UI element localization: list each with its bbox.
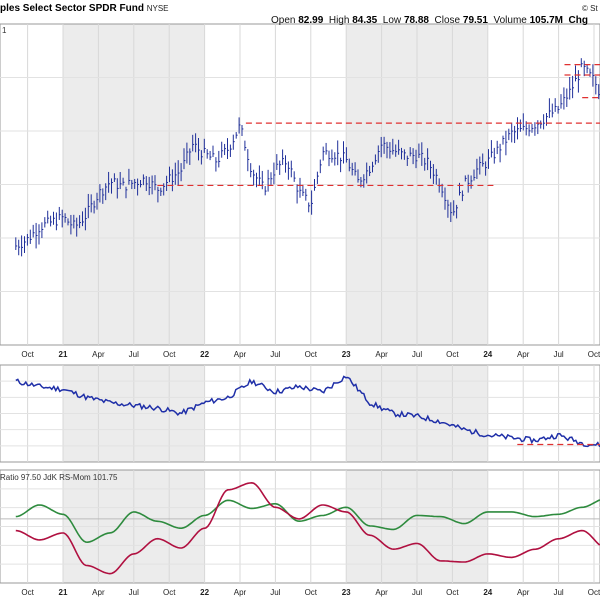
rrg-panel: Ratio 97.50 JdK RS-Mom 101.75 [0, 469, 600, 584]
chart-header-title: ples Select Sector SPDR Fund NYSE [0, 3, 169, 14]
x-axis-label: Apr [375, 588, 388, 597]
rrg-panel-label: Ratio 97.50 JdK RS-Mom 101.75 [0, 473, 118, 482]
x-axis-label: Jul [129, 588, 139, 597]
relative-panel [0, 364, 600, 463]
x-axis-label: Jul [129, 350, 139, 359]
x-axis-label: Apr [375, 350, 388, 359]
x-axis-label: Oct [446, 350, 459, 359]
low-label: Low [382, 15, 402, 26]
x-axis-label: Jul [553, 588, 563, 597]
x-axis-label: Oct [305, 588, 318, 597]
x-axis-label: Oct [588, 350, 600, 359]
x-axis-label: Oct [305, 350, 318, 359]
x-axis-label: 21 [59, 350, 68, 359]
price-panel-label: 1 [2, 26, 7, 35]
exchange-label: NYSE [146, 4, 169, 13]
x-axis-label: Oct [163, 350, 176, 359]
x-axis-label: Apr [234, 350, 247, 359]
x-axis-label: Apr [92, 350, 105, 359]
relative-strength-line [15, 375, 600, 448]
low-value: 78.88 [403, 15, 429, 26]
open-label: Open [271, 15, 296, 26]
x-axis-label: Jul [412, 588, 422, 597]
x-axis-label: 21 [59, 588, 68, 597]
x-axis-label: Jul [270, 588, 280, 597]
rs-momentum-line [15, 499, 600, 544]
x-axis-label: 24 [483, 350, 492, 359]
rs-ratio-line [15, 481, 600, 575]
price-panel: 1 [0, 23, 600, 346]
volume-value: 105.7M [529, 15, 563, 26]
x-axis-label: Apr [517, 588, 530, 597]
x-axis-label: Oct [588, 588, 600, 597]
security-name: ples Select Sector SPDR Fund [0, 3, 144, 14]
x-axis-label: 23 [342, 588, 351, 597]
volume-label: Volume [493, 15, 527, 26]
x-axis-label: 23 [342, 350, 351, 359]
high-value: 84.35 [352, 15, 378, 26]
x-axis-label: Oct [21, 588, 34, 597]
x-axis-label: Apr [234, 588, 247, 597]
x-axis-label: 22 [200, 350, 209, 359]
brand-label: © St [582, 4, 598, 13]
x-axis-label: Jul [412, 350, 422, 359]
x-axis-label: Jul [553, 350, 563, 359]
price-bars [15, 58, 600, 257]
close-value: 79.51 [462, 15, 488, 26]
x-axis-label: Apr [92, 588, 105, 597]
high-label: High [328, 15, 350, 26]
x-axis-label: Oct [446, 588, 459, 597]
chg-label: Chg [568, 15, 588, 26]
ohlc-readout: Open 82.99 High 84.35 Low 78.88 Close 79… [271, 15, 588, 26]
x-axis-label: Apr [517, 350, 530, 359]
x-axis-label: Oct [21, 350, 34, 359]
x-axis-label: 22 [200, 588, 209, 597]
x-axis-label: 24 [483, 588, 492, 597]
close-label: Close [434, 15, 461, 26]
x-axis-label: Jul [270, 350, 280, 359]
open-value: 82.99 [298, 15, 324, 26]
x-axis-label: Oct [163, 588, 176, 597]
